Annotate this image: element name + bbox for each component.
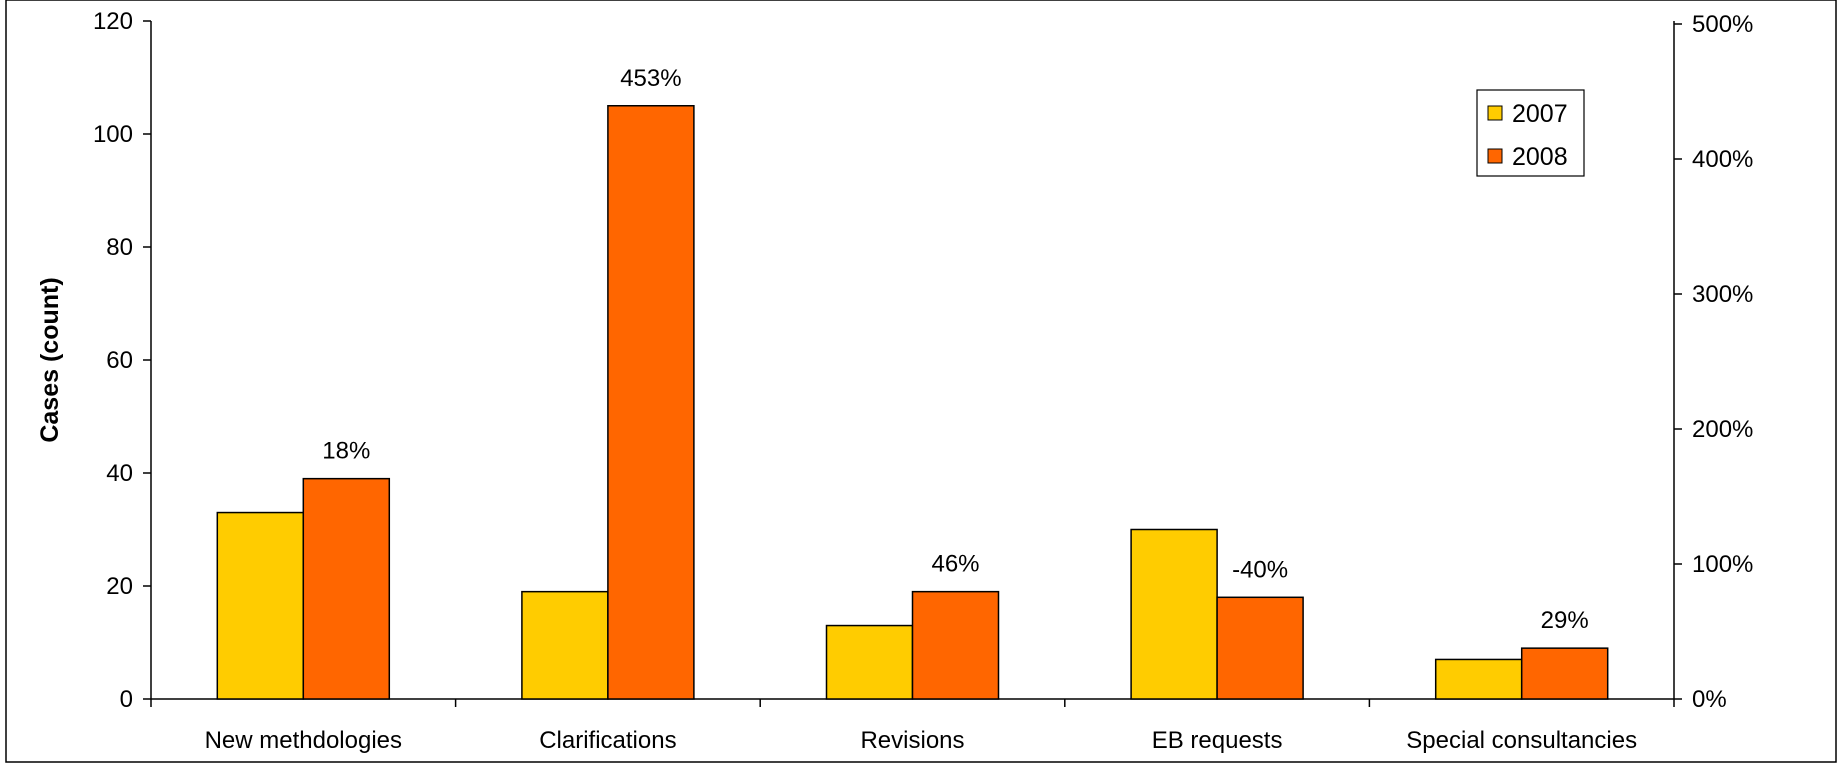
category-label: Clarifications <box>539 727 676 754</box>
y-ticks: 0 20 40 60 80 100 120 <box>93 8 151 713</box>
y2-ticks: 0% 100% 200% 300% 400% 500% <box>1674 11 1753 713</box>
y-tick-label: 20 <box>106 573 133 600</box>
bars <box>216 105 1609 700</box>
y2-tick-label: 200% <box>1692 416 1753 443</box>
bar-2007-4 <box>1434 658 1523 700</box>
y-axis: 0 20 40 60 80 100 120 <box>93 8 152 713</box>
x-ticks: New methdologies Clarifications Revisions E… <box>150 699 1675 754</box>
bar-2008-0 <box>302 477 391 700</box>
bar-2007-2 <box>825 624 914 700</box>
change-labels: 18% 453% 46% -40% 29% <box>322 65 1588 634</box>
change-label: -40% <box>1232 556 1288 583</box>
y2-tick-label: 300% <box>1692 281 1753 308</box>
y2-tick-label: 400% <box>1692 146 1753 173</box>
bar-2008-2 <box>911 590 1000 700</box>
y2-axis: 0% 100% 200% 300% 400% 500% <box>1673 11 1753 713</box>
y-tick-label: 60 <box>106 347 133 374</box>
legend-label-2007: 2007 <box>1512 100 1568 128</box>
category-label: Revisions <box>860 727 964 754</box>
y2-tick-label: 0% <box>1692 686 1727 713</box>
y-tick-label: 80 <box>106 234 133 261</box>
change-label: 29% <box>1541 607 1589 634</box>
legend: 2007 2008 <box>1476 89 1585 177</box>
change-label: 46% <box>931 551 979 578</box>
x-axis: New methdologies Clarifications Revisions E… <box>150 698 1675 754</box>
bar-2007-3 <box>1130 528 1218 700</box>
bar-2008-4 <box>1520 647 1609 700</box>
bar-2008-1 <box>607 105 695 700</box>
change-label: 18% <box>322 438 370 465</box>
bar-2008-3 <box>1216 596 1304 700</box>
legend-swatch-2008 <box>1487 148 1503 164</box>
y-tick-label: 40 <box>106 460 133 487</box>
bar-2007-0 <box>216 511 305 700</box>
y-axis-label: Cases (count) <box>36 277 64 442</box>
category-label: EB requests <box>1152 727 1283 754</box>
y-tick-label: 100 <box>93 121 133 148</box>
bar-2007-1 <box>521 590 609 700</box>
y-tick-label: 120 <box>93 8 133 35</box>
category-label: Special consultancies <box>1406 727 1637 754</box>
y2-tick-label: 500% <box>1692 11 1753 38</box>
change-label: 453% <box>620 65 681 92</box>
legend-label-2008: 2008 <box>1512 143 1568 171</box>
y2-tick-label: 100% <box>1692 551 1753 578</box>
category-label: New methdologies <box>205 727 402 754</box>
y-tick-label: 0 <box>120 686 133 713</box>
legend-swatch-2007 <box>1487 105 1503 121</box>
